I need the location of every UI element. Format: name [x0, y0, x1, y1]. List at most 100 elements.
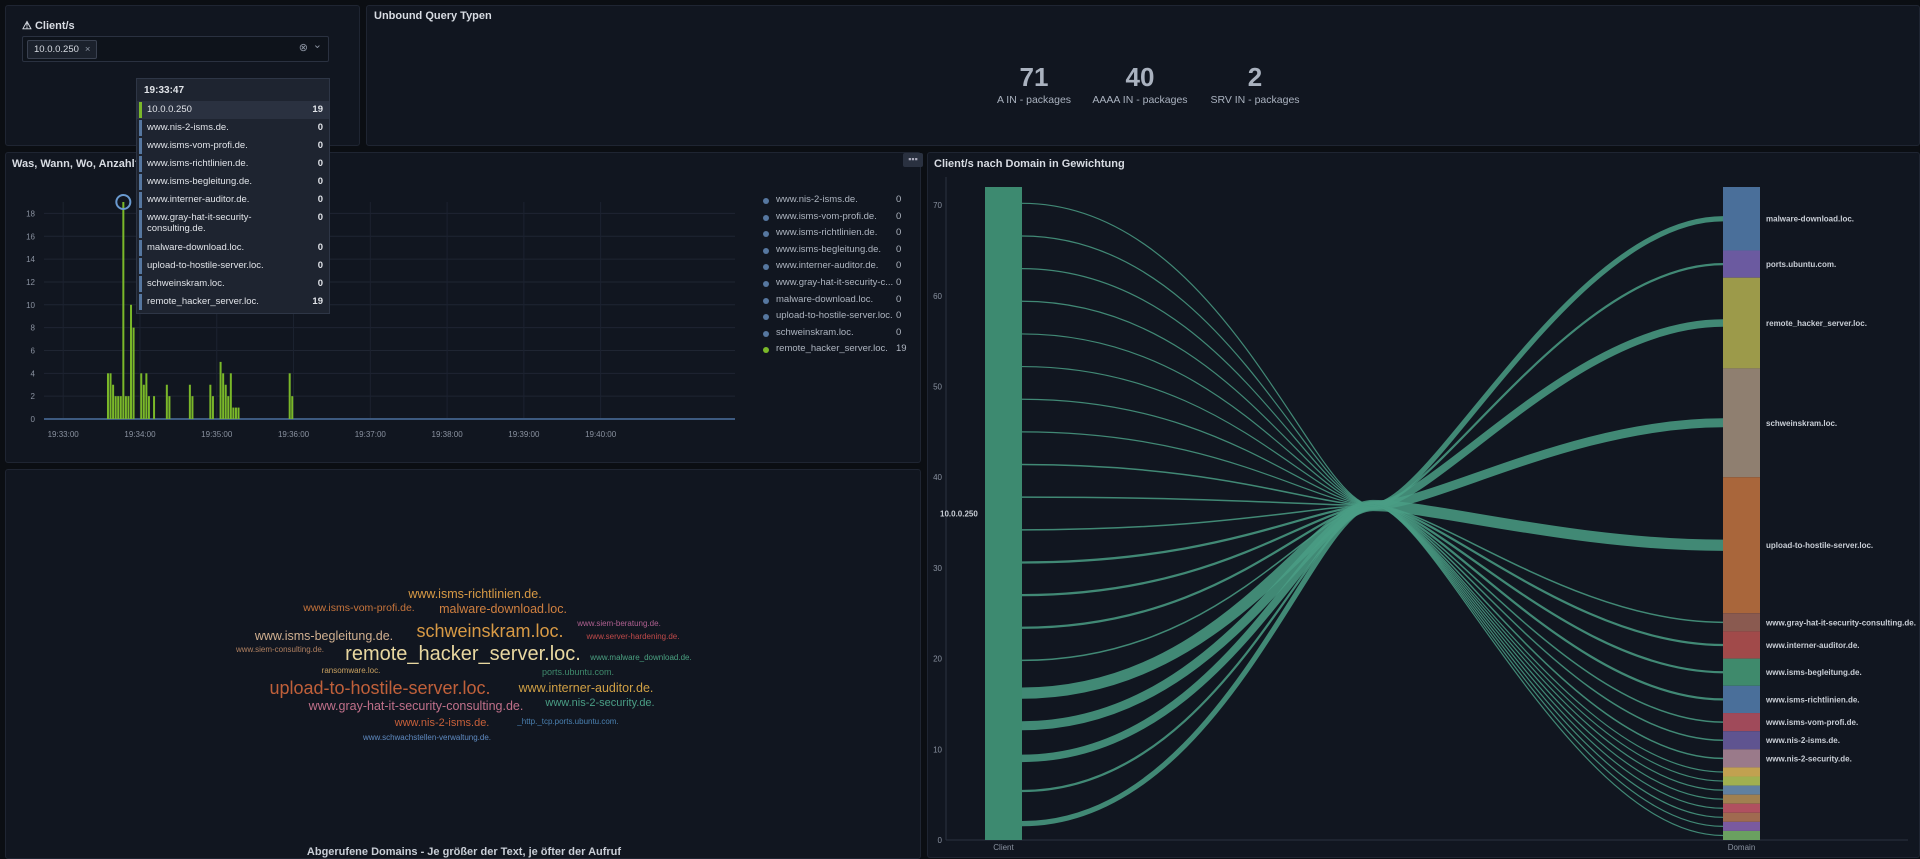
- y-tick-label: 0: [31, 415, 36, 424]
- timeline-bar[interactable]: [124, 396, 127, 419]
- tooltip-row-name: www.isms-begleitung.de.: [147, 176, 253, 187]
- legend-count: 0: [896, 227, 902, 239]
- timeline-bar[interactable]: [142, 384, 145, 419]
- timeline-bar[interactable]: [147, 396, 150, 419]
- stat-a-label: A IN - packages: [996, 94, 1072, 106]
- timeline-bar[interactable]: [219, 361, 222, 419]
- timeline-bar[interactable]: [130, 304, 133, 419]
- chart-tooltip: 19:33:47 10.0.0.250 19 www.nis-2-isms.de. 0…: [136, 78, 330, 314]
- timeline-bar[interactable]: [165, 384, 168, 419]
- query-types-panel: Unbound Query Typen 71 A IN - packages 4…: [366, 5, 1920, 146]
- client-chip-label: 10.0.0.250: [34, 44, 79, 55]
- hover-marker: [115, 194, 132, 210]
- x-tick-label: 19:35:00: [201, 430, 233, 439]
- timeline-bar[interactable]: [168, 396, 171, 419]
- wordcloud-word: upload-to-hostile-server.loc.: [269, 678, 491, 699]
- legend-label: www.nis-2-isms.de.: [776, 194, 858, 205]
- timeline-bar[interactable]: [211, 396, 214, 419]
- tooltip-row-color: [139, 276, 142, 292]
- timeline-bar[interactable]: [140, 373, 143, 419]
- legend-label: upload-to-hostile-server.loc.: [776, 310, 893, 322]
- tooltip-row-count: 0: [317, 194, 323, 205]
- tooltip-row-count: 0: [317, 158, 323, 169]
- chevron-down-icon[interactable]: ⌄: [312, 39, 322, 51]
- legend-label: www.gray-hat-it-security-c...: [776, 277, 894, 288]
- timeline-bar[interactable]: [229, 373, 232, 419]
- tooltip-row: schweinskram.loc. 0: [137, 275, 329, 293]
- timeline-bar[interactable]: [237, 407, 240, 419]
- tooltip-row-name: www.isms-vom-profi.de.: [147, 140, 248, 151]
- sankey-panel: Client/s nach Domain in Gewichtung: [927, 152, 1920, 858]
- chip-remove-icon[interactable]: ×: [84, 44, 91, 55]
- timeline-bar[interactable]: [224, 384, 227, 419]
- legend-count: 0: [896, 260, 902, 272]
- client-select[interactable]: 10.0.0.250 × ⊗ ⌄: [22, 36, 329, 62]
- tooltip-row: www.interner-auditor.de. 0: [137, 191, 329, 209]
- tooltip-row-color: [139, 138, 142, 154]
- stat-aaaa-label: AAAA IN - packages: [1092, 94, 1188, 106]
- tooltip-row-name: www.isms-richtlinien.de.: [147, 158, 249, 169]
- timeline-bar[interactable]: [188, 384, 191, 419]
- timeline-bar[interactable]: [288, 373, 291, 419]
- x-tick-label: 19:37:00: [355, 430, 387, 439]
- client-chip[interactable]: 10.0.0.250 ×: [27, 40, 98, 59]
- timeline-bar[interactable]: [227, 396, 230, 419]
- wordcloud-word: www.isms-richtlinien.de.: [408, 586, 542, 601]
- tooltip-row-color: [139, 258, 142, 274]
- timeline-bar[interactable]: [122, 202, 125, 419]
- wordcloud-word: www.siem-beratung.de.: [577, 619, 661, 629]
- warning-icon: ⚠: [22, 20, 32, 32]
- timeline-title: Was, Wann, Wo, Anzahl?: [12, 158, 142, 170]
- stat-srv: 2 SRV IN - packages: [1205, 64, 1305, 106]
- timeline-bar[interactable]: [222, 373, 225, 419]
- timeline-bar[interactable]: [132, 327, 135, 419]
- panel-menu-button[interactable]: ▪▪▪: [903, 153, 923, 167]
- stat-srv-label: SRV IN - packages: [1210, 94, 1300, 106]
- timeline-bar[interactable]: [232, 407, 235, 419]
- wordcloud-word: ports.ubuntu.com.: [541, 666, 615, 677]
- tooltip-row: www.isms-begleitung.de. 0: [137, 173, 329, 191]
- tooltip-row-name: 10.0.0.250: [147, 104, 192, 115]
- legend-label: www.isms-begleitung.de.: [776, 243, 882, 255]
- legend-dot-icon: [763, 231, 769, 238]
- timeline-bar[interactable]: [112, 384, 115, 419]
- timeline-bar[interactable]: [119, 396, 122, 419]
- timeline-bar[interactable]: [145, 373, 148, 419]
- tooltip-row-name: www.nis-2-isms.de.: [147, 122, 229, 133]
- wordcloud-word: _http._tcp.ports.ubuntu.com.: [517, 717, 619, 727]
- clear-icon[interactable]: ⊗: [298, 42, 308, 54]
- timeline-bar[interactable]: [127, 396, 130, 419]
- x-tick-label: 19:39:00: [508, 430, 540, 439]
- legend-count: 0: [896, 243, 902, 255]
- timeline-bar[interactable]: [209, 384, 212, 419]
- timeline-bar[interactable]: [234, 407, 237, 419]
- wordcloud-word: www.gray-hat-it-security-consulting.de.: [308, 698, 524, 713]
- tooltip-row-color: [139, 192, 142, 208]
- legend-count: 0: [896, 326, 902, 338]
- tooltip-row: malware-download.loc. 0: [137, 239, 329, 257]
- legend-dot-icon: [763, 347, 769, 354]
- y-tick-label: 2: [31, 392, 36, 401]
- y-tick-label: 14: [26, 255, 35, 264]
- timeline-bar[interactable]: [109, 373, 112, 419]
- timeline-bar[interactable]: [106, 373, 109, 419]
- wordcloud-word: schweinskram.loc.: [416, 621, 564, 642]
- timeline-bar[interactable]: [191, 396, 194, 419]
- legend-dot-icon: [763, 330, 769, 337]
- tooltip-row-count: 0: [317, 260, 323, 271]
- tooltip-row-color: [139, 294, 142, 310]
- tooltip-row: 10.0.0.250 19: [137, 101, 329, 119]
- timeline-bar[interactable]: [114, 396, 117, 419]
- x-tick-label: 19:34:00: [124, 430, 156, 439]
- legend-label: schweinskram.loc.: [776, 326, 854, 338]
- legend-dot-icon: [763, 198, 769, 204]
- tooltip-row-name: malware-download.loc.: [147, 242, 245, 253]
- wordcloud-word: www.nis-2-isms.de.: [394, 717, 490, 730]
- timeline-bar[interactable]: [291, 396, 294, 419]
- tooltip-row-count: 0: [317, 278, 323, 289]
- x-tick-label: 19:38:00: [432, 430, 464, 439]
- tooltip-row-name-cont: consulting.de.: [147, 223, 206, 234]
- y-tick-label: 18: [26, 209, 35, 218]
- timeline-bar[interactable]: [117, 396, 120, 419]
- timeline-bar[interactable]: [153, 396, 156, 419]
